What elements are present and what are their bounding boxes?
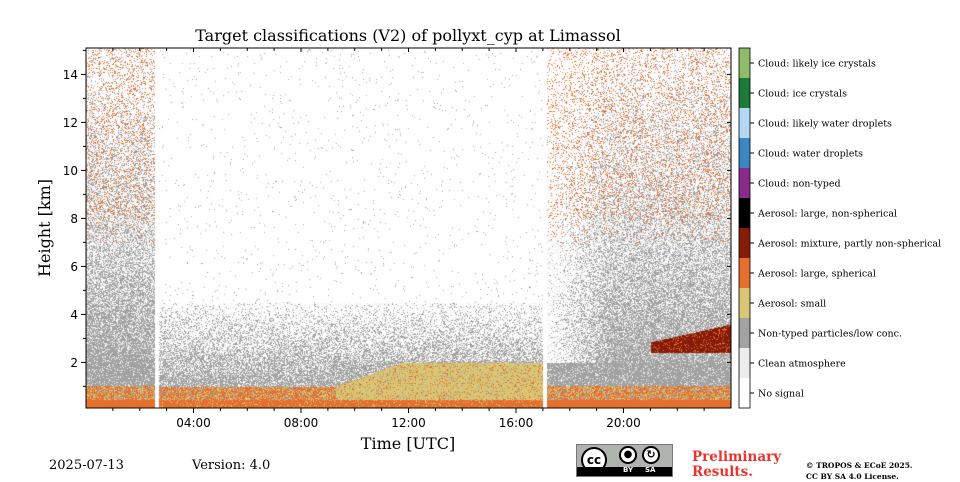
colorbar: Cloud: likely ice crystals Cloud: ice cry… <box>738 47 941 409</box>
colorbar-swatch <box>739 108 750 139</box>
colorbar-frame <box>738 47 751 409</box>
colorbar-swatch <box>739 288 750 319</box>
license-by-label: BY <box>623 466 634 474</box>
colorbar-label: Cloud: likely water droplets <box>758 119 892 130</box>
colorbar-label: Cloud: water droplets <box>758 149 863 160</box>
y-tick-label: 12 <box>63 116 78 130</box>
colorbar-label: Aerosol: small <box>757 299 826 310</box>
colorbar-swatch <box>739 198 750 229</box>
x-tick-label: 12:00 <box>391 416 426 430</box>
preliminary-line-1: Preliminary <box>692 449 782 465</box>
colorbar-label: Non-typed particles/low conc. <box>758 329 902 340</box>
colorbar-swatch <box>739 168 750 199</box>
preliminary-results-note: Preliminary Results. <box>692 450 781 480</box>
colorbar-label: Cloud: non-typed <box>758 179 841 190</box>
copyright-note: © TROPOS & ECoE 2025. CC BY SA 4.0 Licen… <box>806 460 913 482</box>
x-tick-label: 04:00 <box>176 416 211 430</box>
colorbar-label: Aerosol: mixture, partly non-spherical <box>757 239 941 250</box>
colorbar-swatch <box>739 258 750 289</box>
colorbar-label: No signal <box>758 389 804 400</box>
colorbar-label: Cloud: ice crystals <box>758 89 847 100</box>
preliminary-line-2: Results. <box>692 464 753 480</box>
date-label: 2025-07-13 <box>49 458 124 473</box>
colorbar-swatch <box>739 228 750 259</box>
x-tick-label: 08:00 <box>284 416 319 430</box>
y-tick-label: 8 <box>70 212 78 226</box>
creative-commons-icon: cc ● ↻ BY SA <box>576 444 673 477</box>
x-tick-label: 16:00 <box>499 416 534 430</box>
license-sa-label: SA <box>645 466 656 474</box>
colorbar-swatch <box>739 318 750 349</box>
y-tick-label: 10 <box>63 164 78 178</box>
colorbar-swatch <box>739 78 750 109</box>
x-tick-label: 20:00 <box>606 416 641 430</box>
colorbar-swatch <box>739 348 750 379</box>
colorbar-swatch <box>739 138 750 169</box>
license-band: BY SA <box>577 466 672 476</box>
x-axis-label: Time [UTC] <box>361 434 455 453</box>
colorbar-label: Cloud: likely ice crystals <box>758 59 876 70</box>
chart-title: Target classifications (V2) of pollyxt_c… <box>195 26 621 45</box>
version-label: Version: 4.0 <box>192 458 271 473</box>
share-alike-icon: ↻ <box>642 446 660 464</box>
x-axis: 04:00 08:00 12:00 16:00 20:00 <box>112 48 705 430</box>
heatmap-raster <box>86 48 731 408</box>
colorbar-swatch <box>739 48 750 79</box>
y-tick-label: 4 <box>70 308 78 322</box>
y-axis-label: Height [km] <box>35 179 54 277</box>
copyright-line-2: CC BY SA 4.0 License. <box>806 472 899 481</box>
colorbar-label: Aerosol: large, spherical <box>757 269 876 280</box>
y-tick-label: 14 <box>63 68 78 82</box>
plot-area <box>85 47 732 409</box>
colorbar-swatch <box>739 378 750 409</box>
copyright-line-1: © TROPOS & ECoE 2025. <box>806 461 913 470</box>
y-tick-label: 6 <box>70 260 78 274</box>
y-tick-label: 2 <box>70 356 78 370</box>
y-axis: 2 4 6 8 10 12 14 <box>63 49 731 387</box>
colorbar-label: Clean atmosphere <box>758 359 846 370</box>
attribution-person-icon: ● <box>619 446 637 464</box>
colorbar-label: Aerosol: large, non-spherical <box>757 209 897 220</box>
